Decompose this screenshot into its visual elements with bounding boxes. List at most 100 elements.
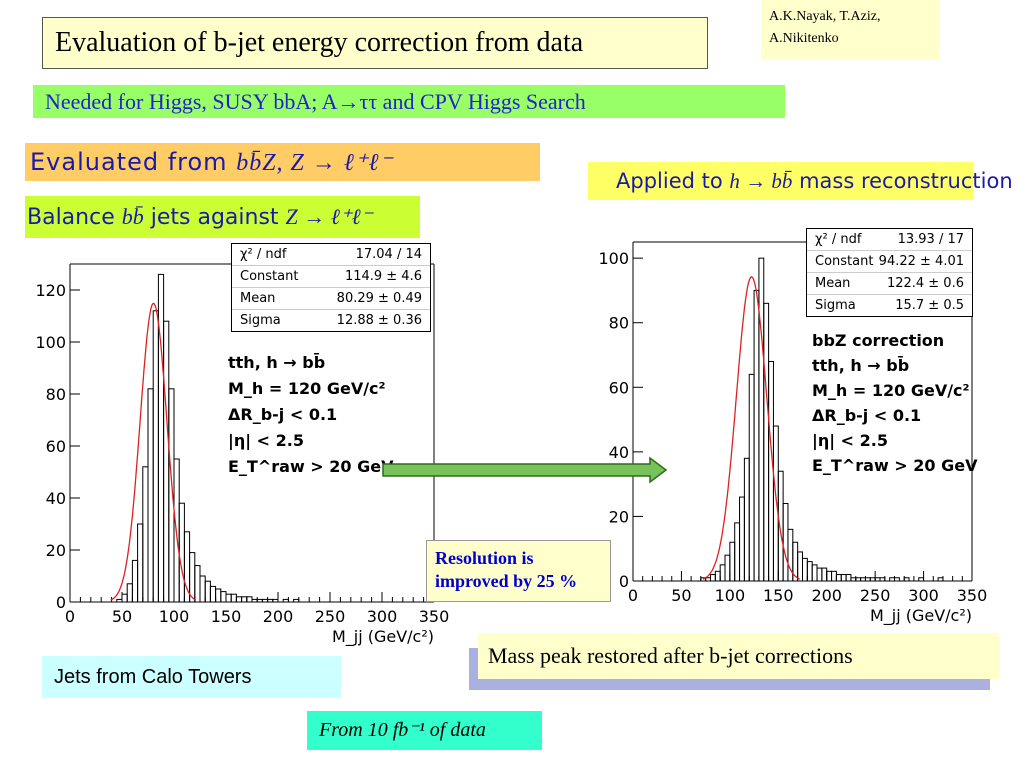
stats-left-label: Mean bbox=[240, 291, 276, 306]
x-tick-label: 0 bbox=[65, 607, 75, 626]
histogram-bar bbox=[215, 588, 222, 603]
stats-right-value: 122.4 ± 0.6 bbox=[886, 276, 964, 291]
histogram-bar bbox=[126, 583, 133, 603]
histogram-bar bbox=[729, 541, 736, 582]
histogram-bar bbox=[705, 577, 711, 582]
histogram-bar bbox=[230, 593, 237, 603]
histogram-bar bbox=[734, 522, 741, 582]
x-tick-label: 350 bbox=[419, 607, 450, 626]
legend-right: bbZ correction tth, h → bb̄ M_h = 120 Ge… bbox=[812, 328, 977, 478]
stats-right-label: Constant bbox=[815, 254, 874, 269]
histogram-bar bbox=[845, 574, 852, 582]
histogram-bar bbox=[282, 598, 289, 603]
slide-title: Evaluation of b-jet energy correction fr… bbox=[42, 17, 708, 69]
legend-left-line-4: |η| < 2.5 bbox=[228, 431, 304, 450]
histogram-bar bbox=[178, 502, 185, 603]
needed-for-banner: Needed for Higgs, SUSY bbA; A→ττ and CPV… bbox=[33, 85, 785, 118]
stats-right-row: Constant 94.22 ± 4.01 bbox=[807, 251, 972, 273]
stats-left-row: χ² / ndf 17.04 / 14 bbox=[232, 244, 430, 266]
stats-right-row: Mean 122.4 ± 0.6 bbox=[807, 273, 972, 295]
histogram-bar bbox=[772, 425, 779, 582]
y-tick-label: 20 bbox=[609, 507, 629, 526]
balance-label: Balance bb̄ jets against Z → ℓ⁺ℓ⁻ bbox=[25, 196, 420, 238]
histogram-bar bbox=[121, 593, 128, 603]
stats-right-label: Sigma bbox=[815, 298, 856, 313]
stats-left-value: 12.88 ± 0.36 bbox=[336, 313, 422, 328]
histogram-uncorrected: 0 50 100 150 200 250 300 350 0 20 40 60 80 100 120 M_jj… bbox=[35, 263, 450, 647]
right-arrow-icon bbox=[382, 456, 668, 484]
evaluated-from-label: Evaluated from bb̄Z, Z → ℓ⁺ℓ⁻ bbox=[25, 143, 540, 181]
histogram-bar bbox=[758, 257, 765, 582]
legend-right-line-2: tth, h → bb̄ bbox=[812, 356, 910, 375]
x-tick-label: 0 bbox=[628, 586, 638, 605]
histogram-bar bbox=[782, 503, 789, 582]
histogram-bar bbox=[860, 577, 866, 582]
stats-right-row: χ² / ndf 13.93 / 17 bbox=[807, 229, 972, 251]
histogram-bar bbox=[163, 320, 170, 603]
histogram-bar bbox=[748, 373, 755, 582]
balance-math-1: bb̄ bbox=[121, 204, 144, 229]
applied-math: h → bb̄ bbox=[729, 169, 793, 193]
gaussian-fit-line bbox=[702, 276, 800, 580]
balance-mid: jets against bbox=[143, 205, 286, 230]
balance-prefix: Balance bbox=[27, 205, 122, 230]
legend-right-line-5: |η| < 2.5 bbox=[812, 431, 888, 450]
resolution-line-1: Resolution is bbox=[435, 548, 534, 568]
legend-left-line-1: tth, h → bb̄ bbox=[228, 353, 326, 372]
mass-peak-note: Mass peak restored after b-jet correctio… bbox=[478, 633, 999, 679]
x-tick-label: 150 bbox=[763, 586, 794, 605]
histogram-bar bbox=[256, 598, 263, 603]
histogram-bar bbox=[267, 598, 274, 603]
stats-right-label: Mean bbox=[815, 276, 851, 291]
legend-right-line-1: bbZ correction bbox=[812, 331, 945, 350]
histogram-bar bbox=[261, 598, 269, 603]
x-tick-label: 250 bbox=[860, 586, 891, 605]
histogram-bar bbox=[840, 574, 847, 582]
x-axis-label: M_jj (GeV/c²) bbox=[332, 627, 434, 647]
histogram-bar bbox=[797, 551, 804, 582]
legend-left-line-3: ΔR_b-j < 0.1 bbox=[228, 405, 338, 424]
x-tick-label: 350 bbox=[957, 586, 988, 605]
histogram-bar bbox=[743, 457, 750, 582]
y-tick-label: 0 bbox=[619, 572, 629, 591]
x-tick-label: 300 bbox=[367, 607, 398, 626]
fit-stats-box-left: χ² / ndf 17.04 / 14 Constant 114.9 ± 4.6 Mea… bbox=[231, 243, 431, 332]
y-tick-label: 60 bbox=[46, 437, 66, 456]
histogram-bar bbox=[879, 577, 886, 582]
x-tick-label: 100 bbox=[715, 586, 746, 605]
x-tick-label: 200 bbox=[811, 586, 842, 605]
applied-to-label: Applied to h → bb̄ mass reconstruction bbox=[588, 162, 1013, 200]
x-tick-label: 250 bbox=[315, 607, 346, 626]
histogram-bar bbox=[131, 559, 139, 603]
histogram-bar bbox=[246, 596, 253, 603]
stats-left-value: 114.9 ± 4.6 bbox=[344, 269, 422, 284]
histogram-bar bbox=[918, 577, 925, 582]
histogram-bar bbox=[806, 561, 813, 582]
histogram-bar bbox=[251, 598, 258, 603]
authors-line-2: A.Nikitenko bbox=[769, 31, 839, 46]
stats-left-label: Constant bbox=[240, 269, 299, 284]
stats-right-value: 15.7 ± 0.5 bbox=[895, 298, 964, 313]
y-tick-label: 0 bbox=[56, 593, 66, 612]
stats-left-value: 17.04 / 14 bbox=[355, 247, 422, 262]
legend-right-line-3: M_h = 120 GeV/c² bbox=[812, 381, 970, 400]
histogram-bar bbox=[835, 574, 842, 582]
histogram-bar bbox=[937, 577, 944, 582]
histogram-bar bbox=[903, 577, 910, 582]
y-tick-label: 120 bbox=[35, 281, 66, 300]
histogram-bar bbox=[811, 564, 818, 582]
histogram-bar bbox=[850, 577, 857, 582]
stats-left-row: Mean 80.29 ± 0.49 bbox=[232, 288, 430, 310]
resolution-note: Resolution is improved by 25 % bbox=[426, 540, 611, 602]
y-tick-label: 40 bbox=[609, 443, 629, 462]
histogram-bar bbox=[802, 557, 808, 582]
evaluated-math: bb̄Z, Z → ℓ⁺ℓ⁻ bbox=[236, 150, 394, 176]
x-tick-label: 50 bbox=[112, 607, 132, 626]
histogram-bar bbox=[777, 470, 784, 582]
histogram-bar bbox=[142, 466, 149, 603]
histogram-bar bbox=[869, 577, 876, 582]
authors-line-1: A.K.Nayak, T.Aziz, bbox=[769, 9, 881, 24]
balance-math-2: Z → ℓ⁺ℓ⁻ bbox=[285, 204, 373, 229]
stats-left-value: 80.29 ± 0.49 bbox=[336, 291, 422, 306]
y-tick-label: 100 bbox=[35, 333, 66, 352]
